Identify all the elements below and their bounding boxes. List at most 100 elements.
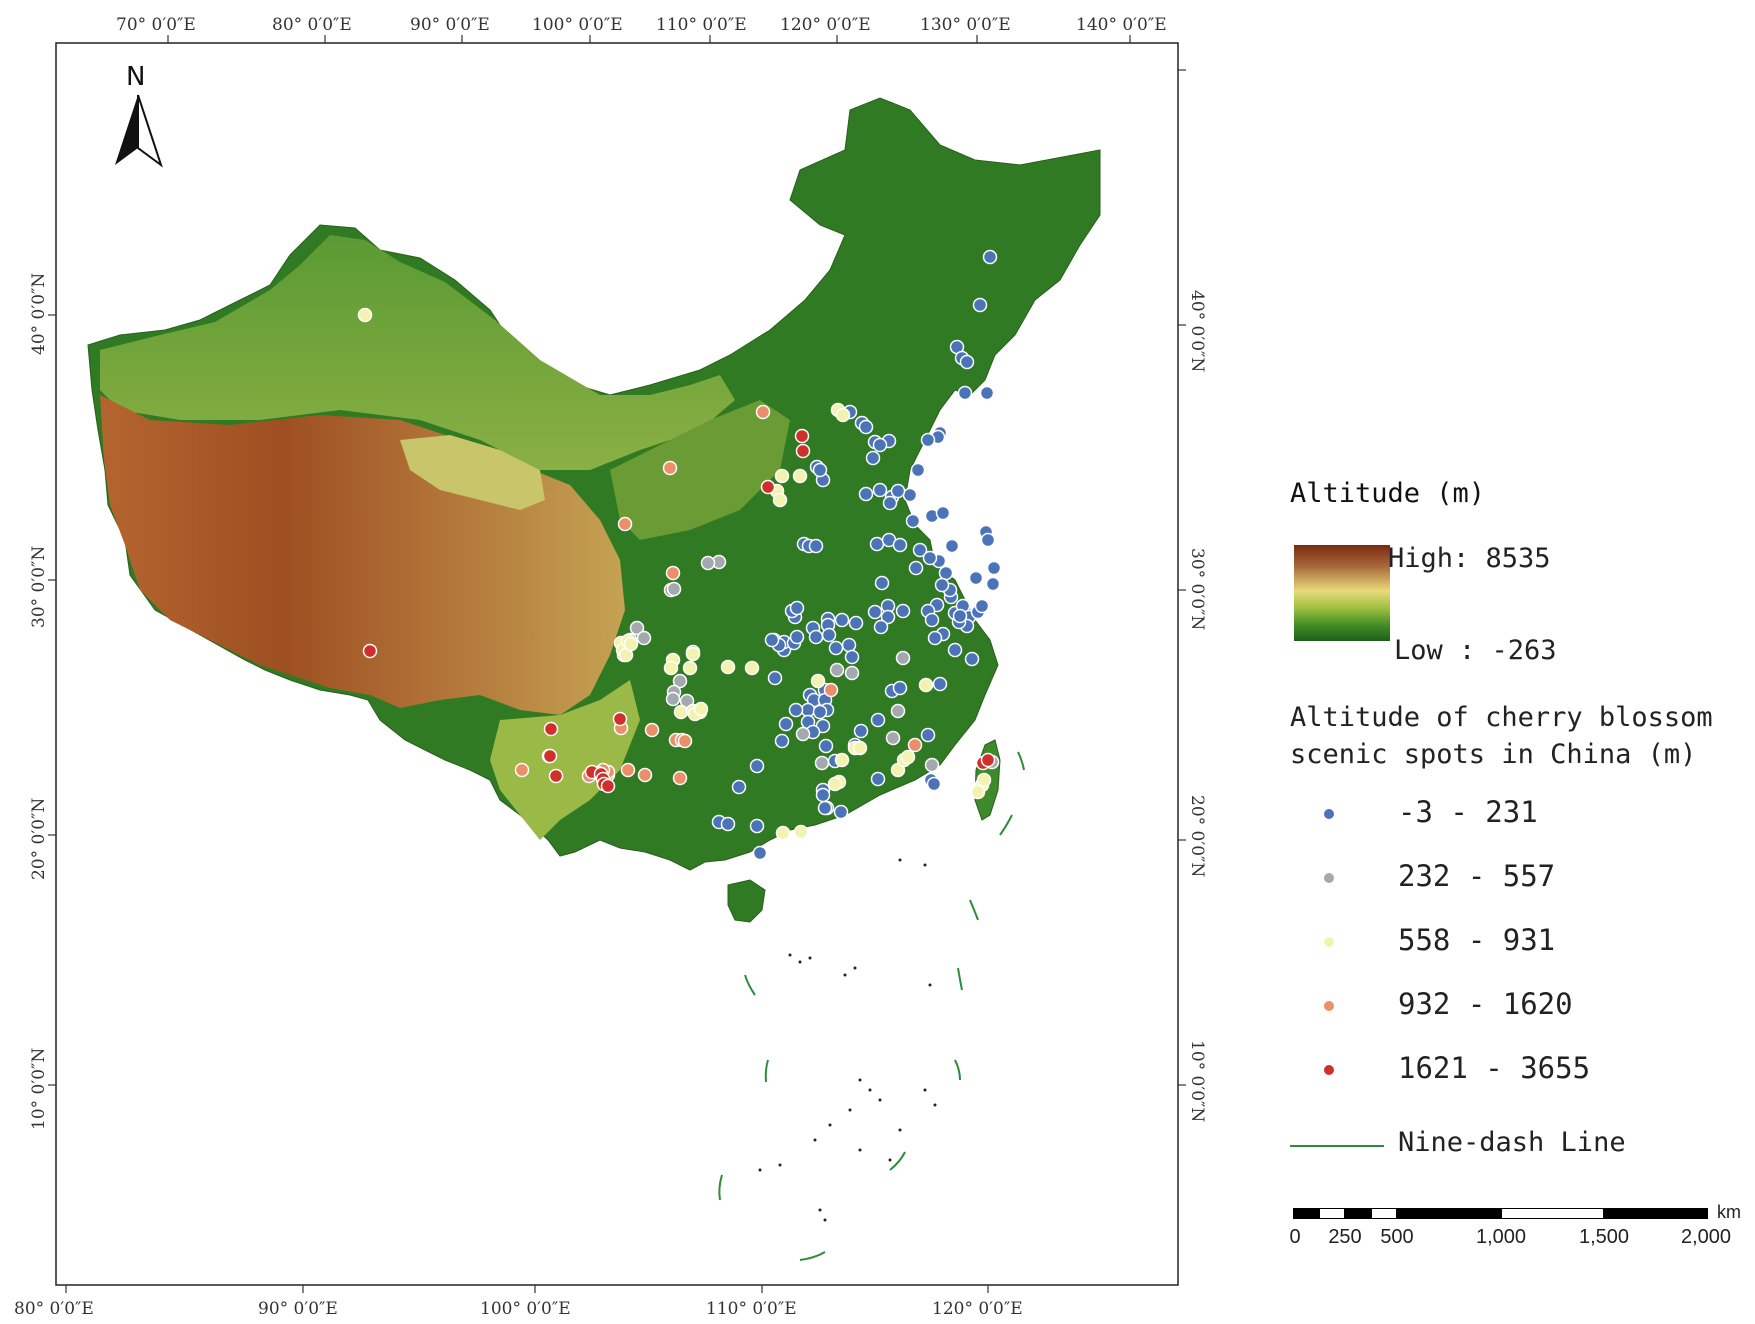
- scenic-spot-point: [834, 752, 850, 768]
- scenic-spot-point: [908, 560, 924, 576]
- scenic-spot-point: [812, 704, 828, 720]
- scenic-spot-point: [844, 665, 860, 681]
- scenic-spot-point: [800, 702, 816, 718]
- scenic-spot-point: [867, 604, 883, 620]
- terrain-yunnan-highland: [490, 680, 640, 840]
- north-arrow-label: N: [126, 62, 145, 92]
- spots-legend-title: Altitude of cherry blossom scenic spots …: [1290, 699, 1740, 773]
- scenic-spot-point: [672, 770, 688, 786]
- scenic-spot-point: [870, 771, 886, 787]
- spot-class-item: 932 - 1620: [1290, 979, 1740, 1043]
- spot-class-item: 1621 - 3655: [1290, 1043, 1740, 1107]
- scenic-spot-point: [808, 629, 824, 645]
- class-dot-icon: [1324, 1065, 1334, 1075]
- scenic-spot-point: [793, 824, 809, 840]
- scenic-spot-point: [980, 532, 996, 548]
- scenic-spot-point: [952, 608, 968, 624]
- scenic-spot-point: [920, 432, 936, 448]
- scenic-spot-point: [841, 637, 857, 653]
- scale-label: 500: [1380, 1226, 1414, 1248]
- terrain-hainan: [727, 879, 766, 923]
- lon-label-top: 110° 0′0″E: [656, 15, 747, 35]
- scenic-spot-point: [514, 762, 530, 778]
- top-longitude-labels: 70° 0′0″E 80° 0′0″E 90° 0′0″E 100° 0′0″E…: [116, 15, 1167, 35]
- scenic-spot-point: [775, 825, 791, 841]
- scenic-spot-point: [874, 575, 890, 591]
- scenic-spot-point: [926, 776, 942, 792]
- scenic-spot-point: [795, 726, 811, 742]
- lon-label-bottom: 90° 0′0″E: [258, 1299, 338, 1319]
- scenic-spot-point: [865, 450, 881, 466]
- scenic-spot-point: [767, 670, 783, 686]
- scenic-spot-point: [927, 630, 943, 646]
- scenic-spot-point: [957, 385, 973, 401]
- class-label: 1621 - 3655: [1398, 1051, 1591, 1085]
- lon-label-bottom: 120° 0′0″E: [932, 1299, 1023, 1319]
- altitude-low-label: Low : -263: [1394, 635, 1557, 666]
- scenic-spot-point: [947, 642, 963, 658]
- lon-label-top: 100° 0′0″E: [532, 15, 623, 35]
- spots-legend-title-line2: scenic spots in China (m): [1290, 739, 1697, 770]
- scenic-spot-point: [858, 486, 874, 502]
- scenic-spot-point: [720, 659, 736, 675]
- scenic-spot-point: [812, 462, 828, 478]
- scenic-spot-point: [823, 682, 839, 698]
- scenic-spot-point: [665, 691, 681, 707]
- scenic-spot-point: [974, 598, 990, 614]
- scenic-spot-point: [700, 555, 716, 571]
- scenic-spot-point: [672, 673, 688, 689]
- class-dot-icon: [1324, 873, 1334, 883]
- scale-unit: km: [1717, 1202, 1741, 1222]
- scenic-spot-point: [938, 565, 954, 581]
- right-latitude-labels: 40° 0′0″N 30° 0′0″N 20° 0′0″N 10° 0′0″N: [1187, 290, 1207, 1122]
- scenic-spot-point: [617, 516, 633, 532]
- scenic-spot-point: [636, 630, 652, 646]
- scenic-spot-point: [932, 676, 948, 692]
- scale-segment: [1397, 1208, 1501, 1219]
- terrain-qaidam-basin: [400, 435, 545, 510]
- spot-classes: -3 - 231 232 - 557 558 - 931 932 - 1620 …: [1290, 787, 1740, 1107]
- scenic-spot-point: [880, 609, 896, 625]
- scenic-spot-point: [772, 492, 788, 508]
- scenic-spot-point: [685, 646, 701, 662]
- scenic-spot-point: [720, 816, 736, 832]
- scenic-spot-point: [844, 649, 860, 665]
- scale-bar: 0 250 500 1,000 1,500 2,000 km: [1289, 1202, 1741, 1258]
- lon-label-bottom: 110° 0′0″E: [706, 1299, 797, 1319]
- scenic-spot-point: [548, 768, 564, 784]
- lon-label-top: 90° 0′0″E: [410, 15, 490, 35]
- scenic-spot-point: [620, 762, 636, 778]
- scenic-spot-point: [731, 779, 747, 795]
- north-arrow: [115, 94, 163, 168]
- scenic-spot-point: [752, 845, 768, 861]
- lat-label-left: 20° 0′0″N: [29, 798, 49, 880]
- scale-segment: [1371, 1208, 1397, 1219]
- scenic-spot-point: [900, 749, 916, 765]
- scenic-spot-point: [755, 404, 771, 420]
- scenic-spot-point: [895, 603, 911, 619]
- lat-label-right: 10° 0′0″N: [1187, 1040, 1207, 1122]
- class-label: -3 - 231: [1398, 795, 1538, 829]
- scenic-spot-points: [357, 249, 1002, 861]
- lat-label-right: 40° 0′0″N: [1187, 290, 1207, 372]
- scenic-spot-point: [744, 660, 760, 676]
- scenic-spot-point: [623, 636, 639, 652]
- scenic-spot-point: [910, 462, 926, 478]
- scenic-spot-point: [662, 460, 678, 476]
- scenic-spot-point: [808, 538, 824, 554]
- lon-label-top: 70° 0′0″E: [116, 15, 196, 35]
- scenic-spot-point: [764, 632, 780, 648]
- scenic-spot-point: [920, 727, 936, 743]
- terrain-northwest-basin: [100, 235, 735, 470]
- lon-label-top: 140° 0′0″E: [1076, 15, 1167, 35]
- scale-segment: [1604, 1208, 1708, 1219]
- scenic-spot-point: [778, 716, 794, 732]
- scenic-spot-point: [924, 757, 940, 773]
- scale-label: 1,500: [1578, 1226, 1630, 1248]
- lon-label-top: 120° 0′0″E: [780, 15, 871, 35]
- scenic-spot-point: [693, 701, 709, 717]
- scenic-spot-point: [972, 297, 988, 313]
- scenic-spot-point: [815, 787, 831, 803]
- scenic-spot-point: [665, 565, 681, 581]
- altitude-color-ramp: [1294, 545, 1390, 641]
